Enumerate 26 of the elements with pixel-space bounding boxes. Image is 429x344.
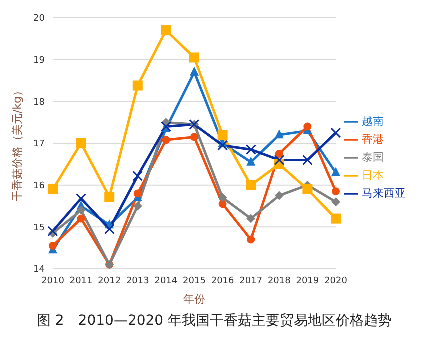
y-tick-label: 18 <box>34 98 46 108</box>
x-axis-title: 年份 <box>184 293 206 306</box>
legend-label: 香港 <box>362 133 384 146</box>
x-tick-label: 2014 <box>154 276 178 286</box>
y-tick-label: 19 <box>34 56 46 66</box>
x-tick-label: 2019 <box>296 276 320 286</box>
x-tick-label: 2018 <box>268 276 292 286</box>
x-tick-label: 2010 <box>42 276 65 286</box>
text: 图 2 2010—2020 年我国干香菇主要贸易地区价格趋势 <box>36 312 394 330</box>
y-tick-label: 14 <box>34 265 46 276</box>
x-tick-label: 2017 <box>240 276 263 286</box>
legend-label: 马来西亚 <box>362 187 406 200</box>
x-tick-label: 2015 <box>183 276 206 286</box>
x-tick-label: 2013 <box>126 276 150 286</box>
y-tick-label: 16 <box>34 182 46 192</box>
y-tick-label: 15 <box>34 223 45 234</box>
x-tick-label: 2011 <box>70 276 93 286</box>
x-tick-label: 2016 <box>211 276 235 286</box>
x-tick-label: 2012 <box>98 276 122 286</box>
y-tick-label: 17 <box>34 140 45 150</box>
legend-label: 日本 <box>362 169 384 182</box>
legend-label: 泰国 <box>362 151 384 164</box>
legend-label: 越南 <box>362 115 384 128</box>
x-tick-label: 2020 <box>324 276 348 286</box>
y-axis-title: 干香菇价格（美元/kg） <box>10 85 24 202</box>
y-tick-label: 20 <box>34 14 46 24</box>
